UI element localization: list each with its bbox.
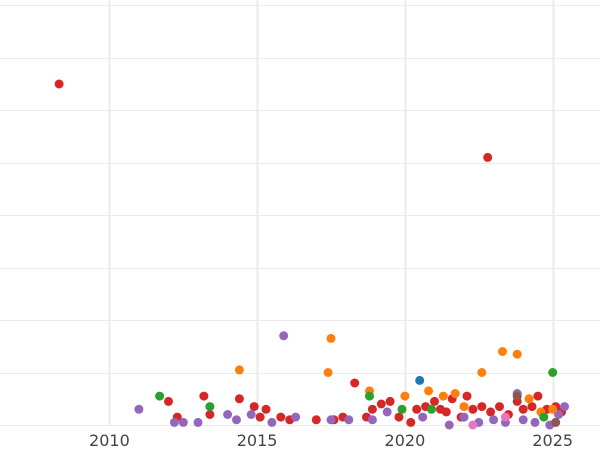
data-point-purple <box>418 412 428 422</box>
data-point-purple <box>134 404 144 414</box>
data-point-orange <box>512 349 522 359</box>
data-point-pink <box>500 412 510 422</box>
data-point-pink <box>468 420 478 430</box>
data-point-purple <box>291 412 301 422</box>
data-point-purple <box>367 415 377 425</box>
x-tick-label: 2025 <box>532 431 573 450</box>
x-tick-label: 2015 <box>237 431 278 450</box>
data-point-brown <box>512 391 522 401</box>
data-point-red <box>311 415 321 425</box>
data-point-orange <box>459 402 469 412</box>
data-point-green <box>365 391 374 401</box>
data-point-red <box>406 417 416 427</box>
data-point-red <box>462 391 472 401</box>
data-point-red <box>376 399 386 409</box>
data-point-purple <box>382 407 392 417</box>
data-point-red <box>234 394 244 404</box>
data-point-orange <box>326 333 336 343</box>
data-point-orange <box>498 347 507 356</box>
data-point-purple <box>246 410 256 419</box>
data-point-orange <box>438 391 448 401</box>
data-point-orange <box>477 368 487 377</box>
data-point-purple <box>444 420 454 430</box>
data-point-red <box>205 410 215 419</box>
data-point-green <box>548 368 558 377</box>
data-point-red <box>477 402 487 412</box>
data-point-orange <box>323 368 333 377</box>
x-tick-labels: 2010 2015 2020 2025 <box>89 431 573 450</box>
data-point-red <box>261 404 271 414</box>
data-point-green <box>539 412 549 422</box>
data-point-red <box>533 391 543 401</box>
grid-lines <box>0 0 600 426</box>
data-point-red <box>430 396 439 406</box>
data-point-red <box>249 402 259 412</box>
data-point-red <box>255 412 265 422</box>
data-point-red <box>441 407 451 417</box>
data-point-green <box>205 402 215 412</box>
data-point-red <box>385 396 395 406</box>
data-point-red <box>483 152 493 162</box>
data-point-orange <box>234 365 244 375</box>
data-point-red <box>350 378 360 388</box>
data-point-red <box>518 404 528 414</box>
data-point-purple <box>326 415 336 425</box>
data-point-orange <box>524 394 534 404</box>
data-point-red <box>54 79 64 89</box>
data-point-purple <box>344 415 354 425</box>
data-point-purple <box>232 415 241 425</box>
data-point-red <box>495 402 504 412</box>
data-point-purple <box>169 417 179 427</box>
data-point-red <box>527 402 537 412</box>
data-point-red <box>412 404 422 414</box>
data-point-purple <box>489 415 499 425</box>
data-point-brown <box>551 417 561 427</box>
data-point-red <box>199 391 209 401</box>
data-point-purple <box>518 415 528 425</box>
data-point-red <box>367 404 377 414</box>
data-point-green <box>155 391 165 401</box>
data-point-red <box>468 404 478 414</box>
data-point-orange <box>424 386 434 396</box>
x-tick-label: 2010 <box>89 431 130 450</box>
data-point-purple <box>267 417 277 427</box>
data-point-purple <box>530 417 540 427</box>
data-point-red <box>164 396 173 406</box>
data-point-red <box>486 407 496 417</box>
data-point-purple <box>223 410 233 419</box>
data-point-purple <box>554 410 564 419</box>
data-point-orange <box>450 389 460 398</box>
data-point-red <box>394 412 404 422</box>
data-point-purple <box>279 331 289 341</box>
data-point-green <box>427 404 436 414</box>
data-point-red <box>276 412 286 422</box>
data-point-orange <box>548 404 558 414</box>
data-point-orange <box>400 391 410 401</box>
data-point-purple <box>193 417 203 427</box>
data-point-purple <box>178 417 188 427</box>
data-point-purple <box>560 402 569 412</box>
x-tick-label: 2020 <box>385 431 426 450</box>
data-point-blue <box>415 375 425 385</box>
data-point-green <box>397 404 407 414</box>
data-points <box>54 79 569 430</box>
data-point-purple <box>459 412 469 422</box>
